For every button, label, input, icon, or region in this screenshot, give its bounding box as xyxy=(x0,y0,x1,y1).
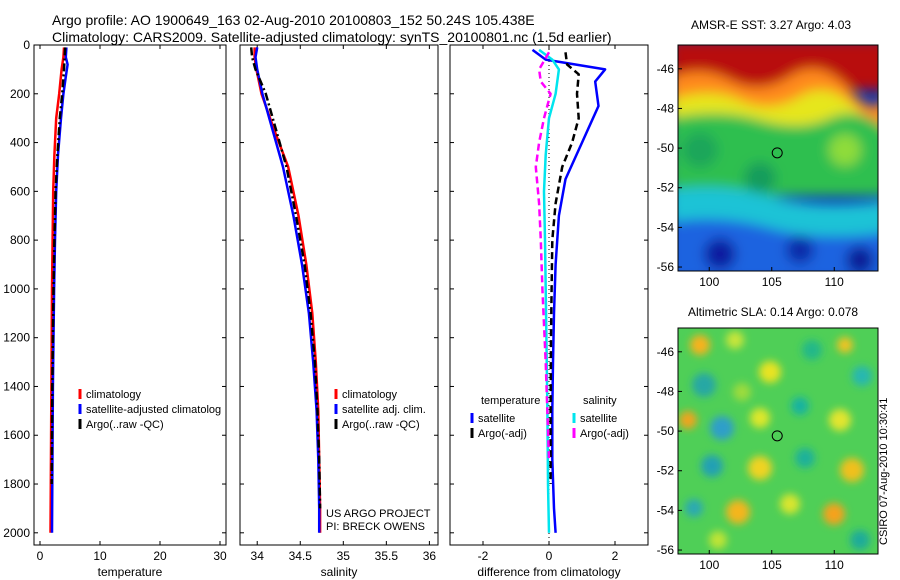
map-lon-label: 105 xyxy=(762,275,782,289)
float-location-marker xyxy=(771,430,783,442)
legend-entry: satellite-adjusted climatolog xyxy=(86,404,221,416)
series-line-argo-adj- xyxy=(534,51,552,460)
map-lat-label: -54 xyxy=(657,220,675,234)
x-tick-label: 0 xyxy=(37,549,44,563)
map-lat-label: -46 xyxy=(657,62,675,76)
y-tick-label: 1800 xyxy=(3,477,30,491)
map-lat-label: -50 xyxy=(657,141,675,155)
series-line-climatology xyxy=(253,47,322,533)
y-tick-label: 1200 xyxy=(3,331,30,345)
map-lon-label: 100 xyxy=(699,558,719,572)
x-tick-label: 20 xyxy=(153,549,167,563)
x-tick-label: 2 xyxy=(612,549,619,563)
legend-entry: climatology xyxy=(342,389,398,401)
sla-map-axes: 100 105 110 -46 -48 -50 -52 -54 -56 xyxy=(657,345,844,572)
plot-frame xyxy=(239,44,439,546)
map-lat-label: -52 xyxy=(657,464,675,478)
y-tick-label: 1600 xyxy=(3,428,30,442)
x-tick-label: 30 xyxy=(213,549,227,563)
map-lat-label: -56 xyxy=(657,543,675,557)
project-label: US ARGO PROJECT xyxy=(326,508,431,520)
sst-map-axes: 100 105 110 -46 -48 -50 -52 -54 -56 xyxy=(657,62,844,289)
x-tick-label: -2 xyxy=(478,549,489,563)
series-line-argo-raw-qc- xyxy=(50,47,67,485)
y-tick-label: 1400 xyxy=(3,379,30,393)
x-tick-label: 10 xyxy=(93,549,107,563)
legend-entry: climatology xyxy=(86,389,142,401)
series-group xyxy=(531,48,607,533)
pi-label: PI: BRECK OWENS xyxy=(326,521,426,533)
sla-map-title: Altimetric SLA: 0.14 Argo: 0.078 xyxy=(688,305,859,319)
legend-entry: Argo(-adj) xyxy=(478,428,527,440)
float-location-marker xyxy=(771,147,783,159)
y-tick-label: 800 xyxy=(10,233,30,247)
y-tick-label: 2000 xyxy=(3,526,30,540)
legend-entry: Argo(-adj) xyxy=(580,428,629,440)
legend-entry: satellite adj. clim. xyxy=(342,404,426,416)
legend-header: temperature xyxy=(481,395,540,407)
legend-entry: Argo(..raw -QC) xyxy=(342,419,420,431)
sla-map-image xyxy=(678,328,878,554)
map-lat-label: -52 xyxy=(657,181,675,195)
map-lon-label: 105 xyxy=(762,558,782,572)
map-lat-label: -46 xyxy=(657,345,675,359)
legend-header: salinity xyxy=(583,395,617,407)
x-tick-label: 34 xyxy=(251,549,265,563)
series-line-argo-adj- xyxy=(549,52,580,484)
legend-entry: satellite xyxy=(580,413,617,425)
series-line-argo-raw-qc- xyxy=(249,47,322,509)
map-lon-label: 110 xyxy=(825,275,844,289)
series-group xyxy=(249,47,322,533)
x-axis-label: difference from climatology xyxy=(477,565,620,579)
temperature-profile-panel: 0 10 20 30 temperature 0 200 400 600 800 1000 1200 1… xyxy=(3,38,227,579)
sst-map-image xyxy=(678,45,878,271)
figure-title-line-2: Climatology: CARS2009. Satellite-adjuste… xyxy=(52,29,612,45)
map-lat-label: -50 xyxy=(657,424,675,438)
map-lat-label: -56 xyxy=(657,260,675,274)
sst-map-title: AMSR-E SST: 3.27 Argo: 4.03 xyxy=(691,18,852,32)
x-tick-label: 34.5 xyxy=(289,549,313,563)
figure-title-line-1: Argo profile: AO 1900649_163 02-Aug-2010… xyxy=(52,12,535,28)
x-tick-label: 35.5 xyxy=(375,549,399,563)
map-lon-label: 110 xyxy=(825,558,844,572)
series-line-satellite xyxy=(531,48,607,533)
y-tick-label: 1000 xyxy=(3,282,30,296)
x-axis-label: temperature xyxy=(98,565,163,579)
map-lat-label: -48 xyxy=(657,101,675,115)
x-axis-label: salinity xyxy=(321,565,358,579)
series-group xyxy=(49,47,69,533)
plot-frame xyxy=(33,44,227,546)
map-lat-label: -48 xyxy=(657,384,675,398)
y-tick-label: 400 xyxy=(10,136,30,150)
legend-entry: satellite xyxy=(478,413,515,425)
y-tick-label: 0 xyxy=(23,38,30,52)
y-tick-label: 600 xyxy=(10,184,30,198)
salinity-profile-panel: 34 34.5 35 35.5 36 salinity climatology satelli… xyxy=(239,44,439,579)
x-tick-label: 0 xyxy=(546,549,553,563)
difference-profile-panel: -2 0 2 difference from climatology temperatu… xyxy=(449,44,649,579)
map-lon-label: 100 xyxy=(699,275,719,289)
y-tick-label: 200 xyxy=(10,87,30,101)
x-tick-label: 36 xyxy=(423,549,437,563)
map-lat-label: -54 xyxy=(657,503,675,517)
x-tick-label: 35 xyxy=(337,549,351,563)
legend-entry: Argo(..raw -QC) xyxy=(86,419,164,431)
